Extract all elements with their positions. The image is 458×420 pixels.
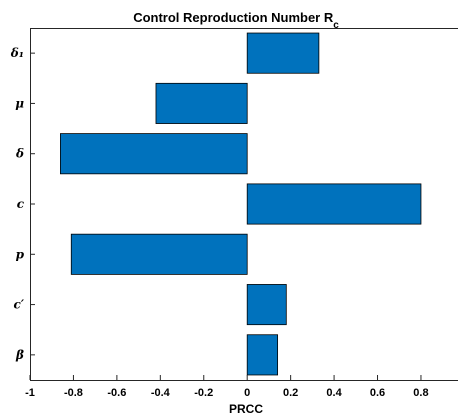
bar-4 — [70, 233, 248, 275]
x-tick-label-7: 0.4 — [326, 387, 342, 399]
bars-group — [60, 32, 422, 376]
bar-3 — [246, 183, 422, 225]
x-axis-label: PRCC — [229, 402, 263, 416]
bar-2 — [60, 133, 248, 175]
x-tick-label-0: -1 — [25, 387, 35, 399]
y-tick-label-5: c′ — [14, 298, 25, 312]
bar-1 — [155, 82, 248, 124]
x-tick-label-6: 0.2 — [283, 387, 298, 399]
y-tick-label-6: β — [15, 348, 24, 362]
x-tick-label-2: -0.6 — [107, 387, 126, 399]
chart-title: Control Reproduction Number Rc — [133, 10, 339, 31]
y-tick-label-0: δ₁ — [10, 46, 24, 60]
x-tick-label-5: 0 — [244, 387, 250, 399]
y-tick-label-1: μ — [15, 96, 24, 110]
x-tick-label-8: 0.6 — [370, 387, 385, 399]
bar-0 — [246, 32, 320, 74]
x-tick-label-3: -0.4 — [151, 387, 171, 399]
y-tick-label-4: p — [16, 247, 25, 261]
x-tick-label-1: -0.8 — [64, 387, 83, 399]
x-tick-labels: -1-0.8-0.6-0.4-0.200.20.40.60.81 — [25, 375, 429, 399]
bar-5 — [246, 284, 287, 326]
chart-title-main: Control Reproduction Number R — [133, 10, 334, 25]
y-tick-labels: δ₁ μ δ c p c′ β — [10, 46, 35, 362]
chart-title-subscript: c — [333, 20, 339, 31]
y-tick-label-3: c — [17, 197, 25, 211]
x-tick-label-9: 0.8 — [413, 387, 428, 399]
bar-6 — [246, 334, 279, 376]
y-tick-label-2: δ — [15, 147, 24, 161]
x-tick-label-4: -0.2 — [194, 387, 213, 399]
